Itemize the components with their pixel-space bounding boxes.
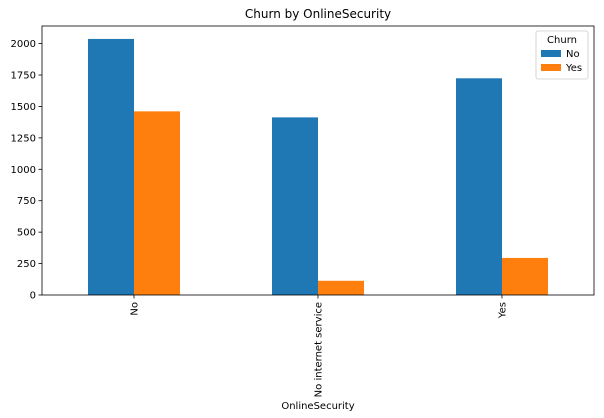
x-axis-label: OnlineSecurity [281, 401, 354, 412]
x-tick-label: No [130, 302, 141, 316]
bar-no-1 [272, 117, 318, 295]
bar-no-2 [456, 78, 502, 295]
legend-swatch-no [541, 50, 561, 57]
bar-yes-0 [134, 111, 180, 295]
bar-yes-2 [502, 257, 548, 295]
y-tick-label: 0 [30, 291, 36, 302]
y-tick-label: 500 [17, 228, 36, 239]
legend-swatch-yes [541, 64, 561, 71]
x-axis: No No internet service Yes [130, 295, 509, 397]
y-tick-label: 2000 [11, 39, 36, 50]
y-axis: 0 250 500 750 1000 1250 1500 1750 2000 [11, 39, 42, 302]
plot-area [41, 25, 595, 296]
y-tick-label: 750 [17, 196, 36, 207]
y-tick-label: 250 [17, 259, 36, 270]
legend-label-no: No [566, 49, 580, 60]
y-tick-label: 1500 [11, 102, 36, 113]
x-tick-label: No internet service [314, 302, 325, 397]
legend: Churn No Yes [535, 30, 589, 80]
chart-title: Churn by OnlineSecurity [245, 7, 391, 21]
bar-no-0 [88, 38, 134, 295]
bar-yes-1 [318, 280, 364, 295]
legend-title: Churn [547, 35, 577, 46]
x-tick-label: Yes [498, 302, 509, 319]
legend-label-yes: Yes [565, 63, 582, 74]
y-tick-label: 1000 [11, 165, 36, 176]
y-tick-label: 1250 [11, 133, 36, 144]
y-tick-label: 1750 [11, 71, 36, 82]
